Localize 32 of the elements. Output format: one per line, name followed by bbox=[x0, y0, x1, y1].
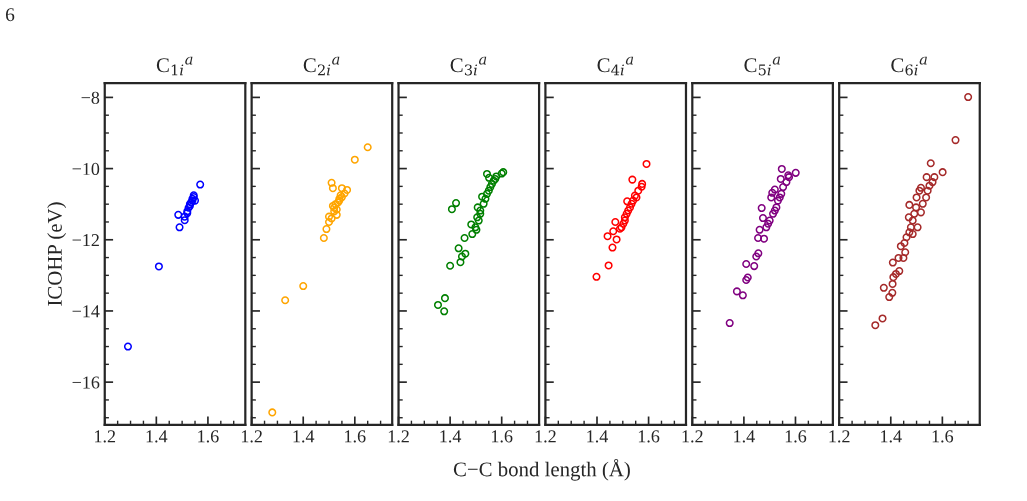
x-axis-title: C−C bond length (Å) bbox=[453, 459, 630, 481]
x-tick-label: 1.2 bbox=[829, 430, 850, 443]
chart-title: C$_{4i}$$^{a}$ bbox=[597, 56, 634, 76]
y-tick-label: −10 bbox=[72, 162, 100, 176]
x-tick-label: 1.6 bbox=[492, 430, 513, 443]
y-tick-label: −16 bbox=[72, 376, 100, 389]
y-tick-label: −14 bbox=[72, 305, 100, 318]
x-tick-label: 1.4 bbox=[146, 430, 168, 443]
x-tick-label: 1.2 bbox=[535, 430, 556, 443]
x-tick-label: 1.6 bbox=[932, 430, 954, 443]
x-tick-label: 1.4 bbox=[587, 430, 608, 443]
y-tick-label: −8 bbox=[81, 91, 100, 104]
x-tick-label: 1.6 bbox=[345, 430, 366, 443]
x-tick-label: 1.6 bbox=[198, 430, 219, 443]
chart-title: C$_{3i}$$^{a}$ bbox=[450, 56, 487, 76]
chart-title: C$_{5i}$$^{a}$ bbox=[744, 56, 780, 76]
x-tick-label: 1.4 bbox=[293, 430, 315, 443]
x-tick-label: 1.2 bbox=[241, 430, 262, 443]
x-tick-label: 1.2 bbox=[388, 430, 409, 443]
x-tick-label: 1.4 bbox=[440, 430, 462, 443]
chart-title: C$_{6i}$$^{a}$ bbox=[891, 56, 927, 76]
x-tick-label: 1.4 bbox=[881, 430, 902, 443]
x-tick-label: 1.2 bbox=[682, 430, 703, 443]
y-tick-label: −12 bbox=[72, 234, 99, 247]
x-tick-label: 1.4 bbox=[734, 430, 755, 443]
chart-title: C$_{1i}$$^{a}$ bbox=[156, 56, 193, 76]
text: 6 bbox=[5, 8, 15, 22]
x-tick-label: 1.6 bbox=[785, 430, 807, 443]
chart-title: C$_{2i}$$^{a}$ bbox=[303, 56, 340, 76]
y-axis-title: ICOHP (eV) bbox=[47, 202, 67, 306]
x-tick-label: 1.6 bbox=[638, 430, 660, 443]
x-tick-label: 1.2 bbox=[95, 430, 116, 443]
